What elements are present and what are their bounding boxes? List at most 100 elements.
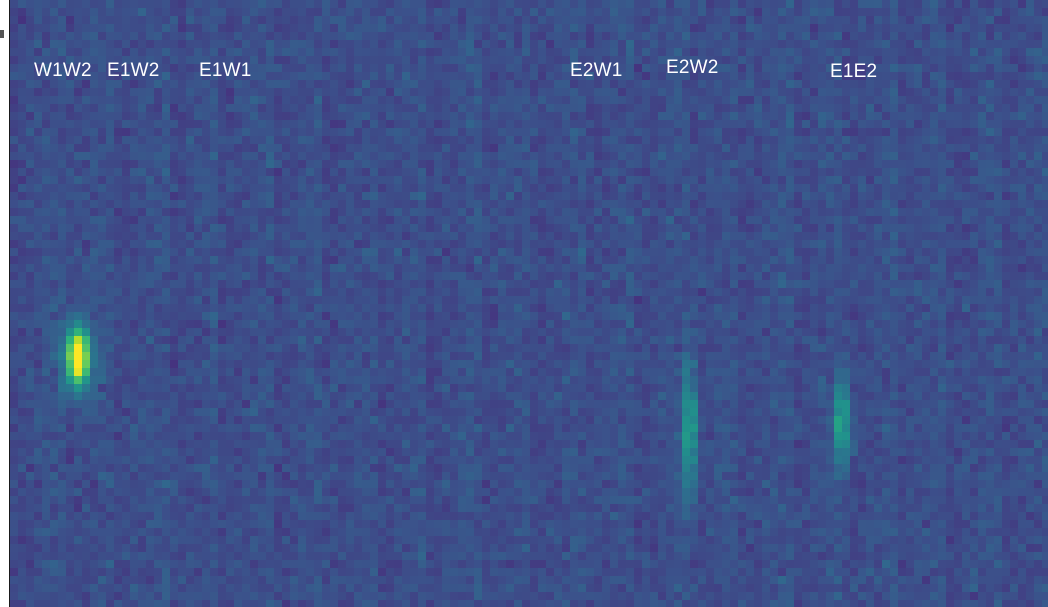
heatmap-pixel (378, 104, 386, 112)
heatmap-pixel (778, 56, 786, 64)
heatmap-pixel (946, 208, 954, 216)
heatmap-pixel (290, 216, 298, 224)
heatmap-pixel (234, 96, 242, 104)
heatmap-pixel (882, 248, 890, 256)
heatmap-pixel (578, 56, 586, 64)
heatmap-pixel (834, 176, 842, 184)
heatmap-pixel (226, 48, 234, 56)
heatmap-pixel (962, 8, 970, 16)
heatmap-pixel (738, 128, 746, 136)
heatmap-pixel (1010, 144, 1018, 152)
heatmap-pixel (98, 128, 106, 136)
heatmap-pixel (762, 160, 770, 168)
heatmap-pixel (250, 96, 258, 104)
heatmap-pixel (682, 208, 690, 216)
heatmap-pixel (786, 288, 794, 296)
heatmap-pixel (234, 48, 242, 56)
heatmap-pixel (706, 152, 714, 160)
heatmap-pixel (42, 56, 50, 64)
heatmap-pixel (170, 160, 178, 168)
heatmap-pixel (778, 96, 786, 104)
heatmap-pixel (1042, 112, 1048, 120)
heatmap-pixel (434, 264, 442, 272)
heatmap-pixel (1002, 168, 1010, 176)
heatmap-pixel (442, 232, 450, 240)
heatmap-pixel (18, 24, 26, 32)
heatmap-pixel (378, 48, 386, 56)
heatmap-pixel (418, 32, 426, 40)
heatmap-pixel (930, 224, 938, 232)
heatmap-pixel (202, 272, 210, 280)
heatmap-pixel (90, 72, 98, 80)
heatmap-pixel (730, 192, 738, 200)
heatmap-pixel (442, 248, 450, 256)
heatmap-pixel (866, 112, 874, 120)
heatmap-pixel (298, 192, 306, 200)
heatmap-pixel (74, 152, 82, 160)
heatmap-pixel (962, 48, 970, 56)
heatmap-pixel (762, 24, 770, 32)
heatmap-pixel (226, 256, 234, 264)
heatmap-pixel (778, 80, 786, 88)
heatmap-pixel (106, 304, 114, 312)
heatmap-pixel (578, 248, 586, 256)
heatmap-pixel (674, 224, 682, 232)
heatmap-pixel (602, 200, 610, 208)
heatmap-pixel (602, 104, 610, 112)
heatmap-pixel (458, 0, 466, 8)
heatmap-pixel (658, 192, 666, 200)
heatmap-pixel (770, 80, 778, 88)
heatmap-pixel (610, 280, 618, 288)
heatmap-pixel (314, 152, 322, 160)
heatmap-pixel (106, 160, 114, 168)
heatmap-pixel (754, 248, 762, 256)
heatmap-pixel (42, 264, 50, 272)
heatmap-pixel (474, 160, 482, 168)
heatmap-pixel (818, 176, 826, 184)
heatmap-pixel (930, 280, 938, 288)
heatmap-pixel (738, 160, 746, 168)
heatmap-pixel (346, 224, 354, 232)
heatmap-pixel (506, 24, 514, 32)
heatmap-pixel (794, 288, 802, 296)
heatmap-pixel (810, 128, 818, 136)
heatmap-pixel (74, 56, 82, 64)
heatmap-pixel (546, 192, 554, 200)
heatmap-pixel (186, 48, 194, 56)
heatmap-pixel (82, 280, 90, 288)
heatmap-pixel (202, 152, 210, 160)
heatmap-pixel (474, 32, 482, 40)
heatmap-pixel (506, 216, 514, 224)
heatmap-pixel (74, 296, 82, 304)
heatmap-pixel (154, 264, 162, 272)
heatmap-pixel (994, 288, 1002, 296)
heatmap-pixel (802, 248, 810, 256)
heatmap-pixel (226, 88, 234, 96)
heatmap-pixel (794, 280, 802, 288)
heatmap-pixel (986, 264, 994, 272)
heatmap-pixel (506, 80, 514, 88)
heatmap-pixel (834, 128, 842, 136)
heatmap-pixel (626, 88, 634, 96)
heatmap-pixel (258, 224, 266, 232)
heatmap-pixel (202, 200, 210, 208)
heatmap-pixel (786, 24, 794, 32)
heatmap-pixel (42, 288, 50, 296)
heatmap-pixel (322, 24, 330, 32)
heatmap-pixel (218, 136, 226, 144)
heatmap-pixel (26, 176, 34, 184)
heatmap-pixel (770, 72, 778, 80)
heatmap-pixel (138, 136, 146, 144)
heatmap-pixel (146, 280, 154, 288)
heatmap-pixel (850, 264, 858, 272)
heatmap-pixel (106, 232, 114, 240)
heatmap-pixel (274, 144, 282, 152)
heatmap-pixel (930, 120, 938, 128)
heatmap-pixel (898, 96, 906, 104)
heatmap-pixel (106, 184, 114, 192)
heatmap-pixel (626, 144, 634, 152)
heatmap-pixel (658, 232, 666, 240)
heatmap-pixel (18, 240, 26, 248)
heatmap-pixel (674, 176, 682, 184)
heatmap-pixel (666, 288, 674, 296)
